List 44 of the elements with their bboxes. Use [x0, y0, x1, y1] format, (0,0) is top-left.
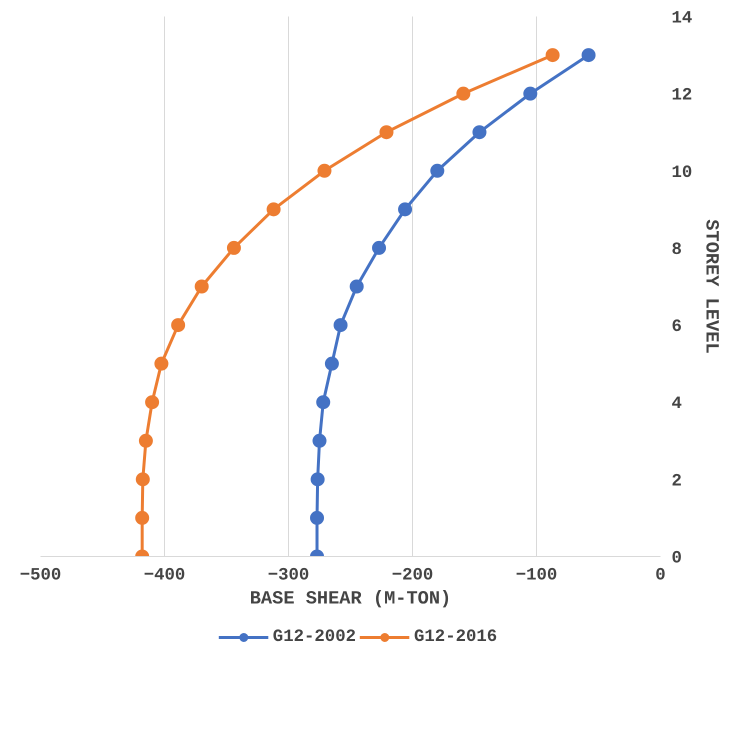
point [398, 202, 412, 216]
point [145, 395, 160, 410]
x-tick-label: −500 [20, 566, 62, 586]
y-tick-label: 8 [672, 240, 682, 260]
point [226, 240, 241, 255]
point [310, 472, 325, 486]
point [472, 125, 486, 140]
point [546, 48, 560, 62]
point [350, 280, 364, 294]
x-tick-label: 0 [655, 566, 666, 586]
y-tick-label: 14 [672, 10, 692, 28]
x-axis-title: BASE SHEAR (M-TON) [250, 588, 452, 610]
point [312, 434, 326, 448]
y-tick-label: 12 [672, 86, 692, 106]
point [194, 280, 209, 294]
y-tick-label: 0 [672, 550, 682, 568]
y-tick-label: 4 [672, 395, 682, 414]
point [379, 125, 394, 140]
point [138, 434, 153, 448]
legend-label: G12-2016 [414, 628, 498, 646]
point [430, 164, 444, 178]
point [317, 164, 332, 178]
point [582, 48, 596, 62]
y-tick-label: 6 [672, 318, 682, 338]
y-tick-label: 10 [672, 164, 692, 183]
point [456, 86, 470, 101]
point [316, 395, 330, 410]
point [154, 356, 168, 371]
point [523, 86, 538, 101]
x-tick-label: −100 [516, 566, 558, 586]
x-tick-label: −400 [144, 566, 186, 586]
point [310, 510, 324, 525]
y-tick-label: 2 [672, 472, 682, 492]
point [334, 318, 348, 332]
x-tick-label: −200 [392, 566, 434, 586]
point [171, 318, 186, 332]
point [324, 356, 339, 371]
point [135, 510, 150, 525]
y-axis-title: STOREY LEVEL [700, 219, 722, 354]
x-tick-label: −300 [268, 566, 310, 586]
point [266, 202, 281, 216]
legend-label: G12-2002 [272, 628, 356, 646]
point [372, 240, 386, 255]
point [136, 472, 150, 486]
